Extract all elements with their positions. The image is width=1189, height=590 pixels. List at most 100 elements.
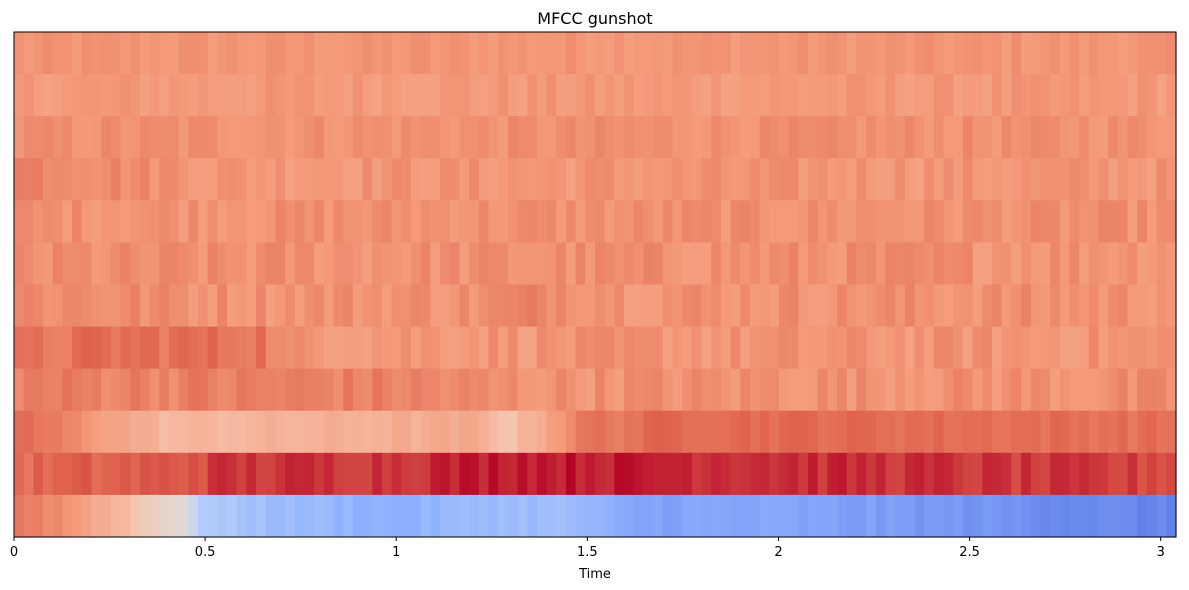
heatmap-cell [1108, 326, 1119, 370]
heatmap-cell [1050, 200, 1061, 244]
heatmap-cell [459, 74, 470, 117]
heatmap-cell [1146, 452, 1158, 496]
heatmap-cell [14, 200, 25, 244]
heatmap-cell [527, 200, 538, 244]
heatmap-cell [798, 158, 809, 201]
heatmap-cell [62, 116, 73, 159]
heatmap-cell [914, 368, 925, 412]
heatmap-cell [962, 368, 974, 412]
heatmap-cell [23, 242, 34, 286]
heatmap-cell [304, 158, 315, 201]
heatmap-cell [110, 74, 122, 117]
heatmap-cell [846, 158, 858, 201]
heatmap-cell [14, 368, 25, 412]
heatmap-cell [711, 158, 722, 201]
heatmap-cell [924, 200, 935, 244]
heatmap-cell [498, 368, 509, 412]
heatmap-cell [914, 326, 925, 370]
heatmap-cell [730, 200, 741, 244]
heatmap-cell [517, 242, 528, 286]
heatmap-cell [885, 158, 896, 201]
heatmap-cell [575, 326, 586, 370]
heatmap-cell [604, 242, 615, 286]
heatmap-cell [527, 494, 538, 538]
heatmap-cell [614, 74, 625, 117]
heatmap-cell [72, 494, 83, 538]
heatmap-cell [662, 494, 674, 538]
heatmap-cell [875, 116, 887, 159]
heatmap-cell [1040, 200, 1051, 244]
heatmap-cell [343, 368, 354, 412]
heatmap-cell [614, 494, 625, 538]
heatmap-cell [992, 74, 1003, 117]
heatmap-cell [352, 158, 364, 201]
heatmap-cell [962, 494, 974, 538]
heatmap-cell [420, 452, 431, 496]
heatmap-cell [808, 326, 819, 370]
heatmap-cell [972, 452, 983, 496]
heatmap-cell [895, 494, 906, 538]
heatmap-cell [527, 158, 538, 201]
heatmap-cell [91, 284, 102, 328]
heatmap-cell [740, 410, 751, 454]
heatmap-cell [517, 326, 528, 370]
heatmap-cell [469, 494, 480, 538]
heatmap-cell [314, 116, 325, 159]
heatmap-cell [653, 284, 664, 328]
heatmap-cell [575, 200, 586, 244]
heatmap-cell [72, 452, 83, 496]
heatmap-cell [91, 32, 102, 75]
heatmap-cell [469, 368, 480, 412]
heatmap-cell [333, 242, 344, 286]
heatmap-cell [352, 284, 364, 328]
heatmap-cell [507, 326, 519, 370]
heatmap-cell [875, 368, 887, 412]
heatmap-cell [1146, 242, 1158, 286]
heatmap-cell [904, 284, 916, 328]
heatmap-cell [110, 410, 122, 454]
heatmap-cell [749, 242, 761, 286]
heatmap-cell [943, 494, 954, 538]
heatmap-cell [711, 116, 722, 159]
heatmap-cell [120, 452, 131, 496]
heatmap-cell [33, 242, 44, 286]
heatmap-cell [498, 116, 509, 159]
heatmap-cell [517, 284, 528, 328]
heatmap-cell [498, 284, 509, 328]
heatmap-cell [749, 116, 761, 159]
heatmap-cell [595, 158, 606, 201]
heatmap-cell [391, 368, 402, 412]
heatmap-cell [149, 410, 160, 454]
heatmap-cell [178, 200, 189, 244]
heatmap-cell [52, 284, 64, 328]
heatmap-cell [565, 242, 577, 286]
heatmap-cell [1030, 284, 1042, 328]
heatmap-cell [788, 242, 799, 286]
heatmap-cell [1011, 32, 1022, 75]
heatmap-cell [769, 242, 780, 286]
heatmap-cell [517, 32, 528, 75]
heatmap-cell [323, 32, 335, 75]
heatmap-cell [1079, 74, 1090, 117]
heatmap-cell [207, 368, 218, 412]
heatmap-cell [294, 284, 306, 328]
heatmap-cell [168, 494, 180, 538]
heatmap-cell [391, 326, 402, 370]
heatmap-cell [1069, 158, 1080, 201]
heatmap-cell [285, 368, 296, 412]
heatmap-cell [498, 158, 509, 201]
heatmap-cell [323, 368, 335, 412]
heatmap-cell [188, 116, 199, 159]
heatmap-cell [953, 452, 964, 496]
heatmap-cell [817, 452, 828, 496]
heatmap-cell [962, 116, 974, 159]
heatmap-cell [217, 200, 228, 244]
heatmap-cell [498, 326, 509, 370]
heatmap-cell [565, 326, 577, 370]
heatmap-cell [1127, 326, 1138, 370]
heatmap-cell [197, 200, 209, 244]
heatmap-cell [866, 326, 877, 370]
heatmap-cell [653, 494, 664, 538]
heatmap-cell [1021, 410, 1032, 454]
heatmap-cell [1108, 284, 1119, 328]
